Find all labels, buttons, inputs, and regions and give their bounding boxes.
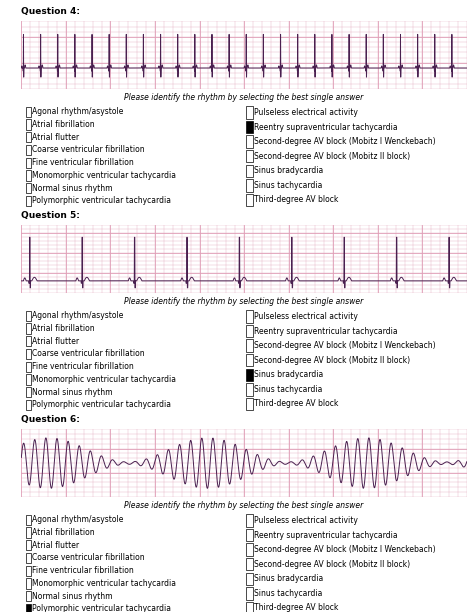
Bar xyxy=(246,368,253,381)
Text: Third-degree AV block: Third-degree AV block xyxy=(254,400,338,408)
Bar xyxy=(246,194,253,206)
Bar xyxy=(26,528,31,537)
Text: Sinus tachycardia: Sinus tachycardia xyxy=(254,181,323,190)
Text: Second-degree AV block (Mobitz I Wenckebach): Second-degree AV block (Mobitz I Wenckeb… xyxy=(254,545,436,554)
Bar xyxy=(26,591,31,601)
Bar xyxy=(26,196,31,206)
Bar xyxy=(26,132,31,142)
Bar xyxy=(246,543,253,556)
Bar xyxy=(246,587,253,600)
Text: Second-degree AV block (Mobitz I Wenckebach): Second-degree AV block (Mobitz I Wenckeb… xyxy=(254,137,436,146)
Bar xyxy=(26,310,31,321)
Bar xyxy=(26,119,31,130)
Bar xyxy=(246,150,253,162)
Text: Polymorphic ventricular tachycardia: Polymorphic ventricular tachycardia xyxy=(32,400,171,409)
Bar xyxy=(26,515,31,524)
Text: Fine ventricular fibrillation: Fine ventricular fibrillation xyxy=(32,362,134,371)
Bar xyxy=(246,398,253,410)
Text: Reentry supraventricular tachycardia: Reentry supraventricular tachycardia xyxy=(254,122,398,132)
Text: Sinus bradycardia: Sinus bradycardia xyxy=(254,574,323,583)
Bar xyxy=(246,106,253,119)
Text: Question 5:: Question 5: xyxy=(21,211,80,220)
Bar xyxy=(26,400,31,410)
Bar xyxy=(246,179,253,192)
Text: Pulseless electrical activity: Pulseless electrical activity xyxy=(254,108,358,117)
Text: Atrial flutter: Atrial flutter xyxy=(32,133,79,141)
Text: Agonal rhythm/asystole: Agonal rhythm/asystole xyxy=(32,107,123,116)
Text: Monomorphic ventricular tachycardia: Monomorphic ventricular tachycardia xyxy=(32,375,176,384)
Bar xyxy=(26,349,31,359)
Text: Atrial fibrillation: Atrial fibrillation xyxy=(32,324,95,333)
Bar xyxy=(26,375,31,384)
Text: Pulseless electrical activity: Pulseless electrical activity xyxy=(254,516,358,525)
Text: Second-degree AV block (Mobitz II block): Second-degree AV block (Mobitz II block) xyxy=(254,152,410,161)
Text: Sinus bradycardia: Sinus bradycardia xyxy=(254,370,323,379)
Bar xyxy=(26,170,31,181)
Text: Coarse ventricular fibrillation: Coarse ventricular fibrillation xyxy=(32,146,145,154)
Text: Third-degree AV block: Third-degree AV block xyxy=(254,195,338,204)
Bar xyxy=(26,323,31,334)
Text: Reentry supraventricular tachycardia: Reentry supraventricular tachycardia xyxy=(254,531,398,540)
Text: Agonal rhythm/asystole: Agonal rhythm/asystole xyxy=(32,311,123,320)
Text: Second-degree AV block (Mobitz II block): Second-degree AV block (Mobitz II block) xyxy=(254,356,410,365)
Text: Fine ventricular fibrillation: Fine ventricular fibrillation xyxy=(32,566,134,575)
Text: Atrial flutter: Atrial flutter xyxy=(32,337,79,346)
Bar xyxy=(246,135,253,148)
Text: Sinus tachycardia: Sinus tachycardia xyxy=(254,589,323,598)
Text: Sinus bradycardia: Sinus bradycardia xyxy=(254,166,323,175)
Bar xyxy=(26,565,31,576)
Bar xyxy=(26,183,31,193)
Bar xyxy=(246,310,253,323)
Bar xyxy=(26,578,31,589)
Bar xyxy=(246,383,253,395)
Bar xyxy=(246,325,253,337)
Text: Atrial fibrillation: Atrial fibrillation xyxy=(32,120,95,129)
Text: Coarse ventricular fibrillation: Coarse ventricular fibrillation xyxy=(32,553,145,562)
Bar xyxy=(26,145,31,155)
Text: Monomorphic ventricular tachycardia: Monomorphic ventricular tachycardia xyxy=(32,579,176,588)
Text: Please identify the rhythm by selecting the best single answer: Please identify the rhythm by selecting … xyxy=(125,501,364,510)
Text: Please identify the rhythm by selecting the best single answer: Please identify the rhythm by selecting … xyxy=(125,93,364,102)
Bar xyxy=(246,165,253,177)
Text: Reentry supraventricular tachycardia: Reentry supraventricular tachycardia xyxy=(254,327,398,335)
Text: Sinus tachycardia: Sinus tachycardia xyxy=(254,385,323,394)
Bar xyxy=(246,529,253,542)
Text: Pulseless electrical activity: Pulseless electrical activity xyxy=(254,312,358,321)
Text: Atrial fibrillation: Atrial fibrillation xyxy=(32,528,95,537)
Bar xyxy=(246,558,253,570)
Text: Normal sinus rhythm: Normal sinus rhythm xyxy=(32,184,112,193)
Bar xyxy=(26,362,31,371)
Bar xyxy=(246,602,253,612)
Text: Agonal rhythm/asystole: Agonal rhythm/asystole xyxy=(32,515,123,524)
Bar xyxy=(246,121,253,133)
Text: Normal sinus rhythm: Normal sinus rhythm xyxy=(32,387,112,397)
Text: Question 6:: Question 6: xyxy=(21,415,80,424)
Bar xyxy=(26,387,31,397)
Text: Second-degree AV block (Mobitz I Wenckebach): Second-degree AV block (Mobitz I Wenckeb… xyxy=(254,341,436,350)
Bar xyxy=(246,573,253,585)
Text: Please identify the rhythm by selecting the best single answer: Please identify the rhythm by selecting … xyxy=(125,297,364,306)
Text: Polymorphic ventricular tachycardia: Polymorphic ventricular tachycardia xyxy=(32,605,171,612)
Bar xyxy=(26,106,31,117)
Text: Monomorphic ventricular tachycardia: Monomorphic ventricular tachycardia xyxy=(32,171,176,180)
Bar xyxy=(246,340,253,352)
Text: Atrial flutter: Atrial flutter xyxy=(32,540,79,550)
Text: Question 4:: Question 4: xyxy=(21,7,80,16)
Text: Normal sinus rhythm: Normal sinus rhythm xyxy=(32,592,112,600)
Bar xyxy=(246,514,253,527)
Text: Third-degree AV block: Third-degree AV block xyxy=(254,603,338,612)
Bar xyxy=(246,354,253,367)
Bar xyxy=(26,157,31,168)
Bar xyxy=(26,553,31,563)
Bar xyxy=(26,336,31,346)
Text: Coarse ventricular fibrillation: Coarse ventricular fibrillation xyxy=(32,349,145,359)
Bar xyxy=(26,604,31,612)
Text: Fine ventricular fibrillation: Fine ventricular fibrillation xyxy=(32,158,134,167)
Text: Second-degree AV block (Mobitz II block): Second-degree AV block (Mobitz II block) xyxy=(254,560,410,569)
Text: Polymorphic ventricular tachycardia: Polymorphic ventricular tachycardia xyxy=(32,196,171,206)
Bar xyxy=(26,540,31,550)
